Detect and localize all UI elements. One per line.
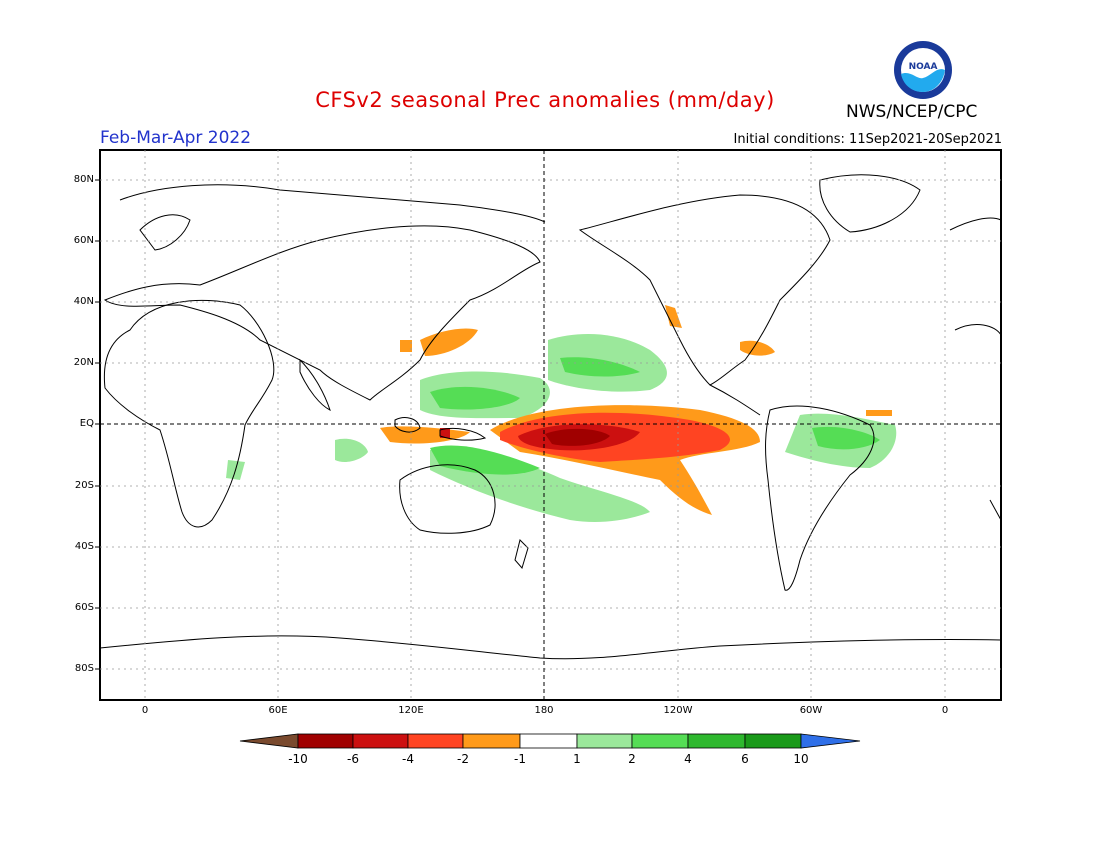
colorbar-label-10: 10 bbox=[793, 752, 809, 766]
coastlines bbox=[99, 174, 1002, 660]
season-label: Feb-Mar-Apr 2022 bbox=[100, 128, 252, 148]
greenland-coast bbox=[819, 174, 921, 233]
graticule bbox=[100, 150, 1001, 700]
lon-label-0-right: 0 bbox=[941, 705, 949, 716]
colorbar-label-minus10: -10 bbox=[288, 752, 308, 766]
lon-label-120w: 120W bbox=[663, 705, 693, 716]
arctic-coast bbox=[119, 184, 546, 223]
colorbar-seg-9 bbox=[744, 733, 802, 749]
lat-label-20s: 20S bbox=[74, 480, 94, 491]
africa-right-edge bbox=[954, 324, 1002, 336]
africa-right-edge-south bbox=[989, 499, 1002, 521]
new-zealand-coast bbox=[514, 539, 529, 570]
lat-label-80s: 80S bbox=[74, 663, 94, 674]
lat-label-60s: 60S bbox=[74, 602, 94, 613]
colorbar-label-4: 4 bbox=[684, 752, 692, 766]
colorbar-label-1: 1 bbox=[573, 752, 581, 766]
colorbar-seg-2 bbox=[352, 733, 409, 749]
eurasia-coast bbox=[103, 225, 541, 401]
lon-label-120e: 120E bbox=[398, 705, 424, 716]
wet-anomaly-maritime bbox=[430, 445, 540, 475]
dry-anomaly-new-guinea bbox=[440, 428, 450, 438]
lon-label-0-left: 0 bbox=[141, 705, 149, 716]
colorbar-low-arrow bbox=[239, 733, 299, 749]
colorbar-high-arrow bbox=[800, 733, 861, 749]
dry-anomaly-caribbean bbox=[740, 340, 775, 356]
lat-label-80n: 80N bbox=[73, 174, 94, 185]
lat-label-eq: EQ bbox=[79, 418, 94, 429]
colorbar-seg-8 bbox=[687, 733, 746, 749]
colorbar-seg-3 bbox=[407, 733, 464, 749]
south-america-coast bbox=[765, 405, 875, 591]
central-america-coast bbox=[709, 384, 761, 416]
india-coast bbox=[299, 358, 331, 411]
australia-coast bbox=[399, 464, 496, 534]
new-guinea-coast bbox=[439, 427, 487, 441]
initial-conditions-label: Initial conditions: 11Sep2021-20Sep2021 bbox=[733, 132, 1002, 147]
lon-label-60w: 60W bbox=[799, 705, 823, 716]
scandinavia-coast bbox=[139, 214, 191, 251]
colorbar-seg-5 bbox=[519, 733, 578, 749]
colorbar-label-minus1: -1 bbox=[514, 752, 526, 766]
lon-label-60e: 60E bbox=[268, 705, 288, 716]
north-america-coast bbox=[578, 194, 831, 386]
colorbar-label-2: 2 bbox=[628, 752, 636, 766]
dry-anomaly-bay-of-bengal bbox=[400, 340, 412, 352]
colorbar-seg-6 bbox=[576, 733, 633, 749]
organization-label: NWS/NCEP/CPC bbox=[846, 102, 978, 122]
antarctica-coast bbox=[99, 635, 1002, 660]
wet-anomaly-north-pacific-core bbox=[560, 357, 640, 377]
colorbar-seg-4 bbox=[462, 733, 521, 749]
lon-label-180: 180 bbox=[534, 705, 554, 716]
colorbar-label-minus4: -4 bbox=[402, 752, 414, 766]
colorbar-label-minus6: -6 bbox=[347, 752, 359, 766]
dry-anomaly-equatorial-center bbox=[545, 428, 610, 446]
colorbar-label-minus2: -2 bbox=[457, 752, 469, 766]
dry-anomaly-north-america-west bbox=[665, 305, 682, 328]
noaa-logo-text: NOAA bbox=[909, 62, 938, 72]
lat-label-40s: 40S bbox=[74, 541, 94, 552]
borneo-coast bbox=[394, 417, 421, 433]
colorbar-seg-7 bbox=[631, 733, 689, 749]
noaa-logo: NOAA bbox=[893, 40, 953, 100]
colorbar bbox=[239, 733, 861, 749]
lat-label-60n: 60N bbox=[73, 235, 94, 246]
wet-anomaly-amazon-core bbox=[812, 426, 880, 450]
dry-anomaly-east-china-sea bbox=[420, 328, 478, 356]
europe-right-edge bbox=[949, 217, 1002, 231]
dry-anomaly-atlantic bbox=[866, 410, 892, 416]
wet-anomaly-indian bbox=[335, 438, 368, 463]
tick-marks bbox=[95, 179, 100, 670]
chart-title: CFSv2 seasonal Prec anomalies (mm/day) bbox=[315, 88, 775, 112]
lat-label-20n: 20N bbox=[73, 357, 94, 368]
wet-anomaly-philippine-sea bbox=[430, 386, 520, 410]
colorbar-label-6: 6 bbox=[741, 752, 749, 766]
lat-label-40n: 40N bbox=[73, 296, 94, 307]
colorbar-seg-1 bbox=[297, 733, 354, 749]
africa-coast bbox=[103, 299, 275, 528]
